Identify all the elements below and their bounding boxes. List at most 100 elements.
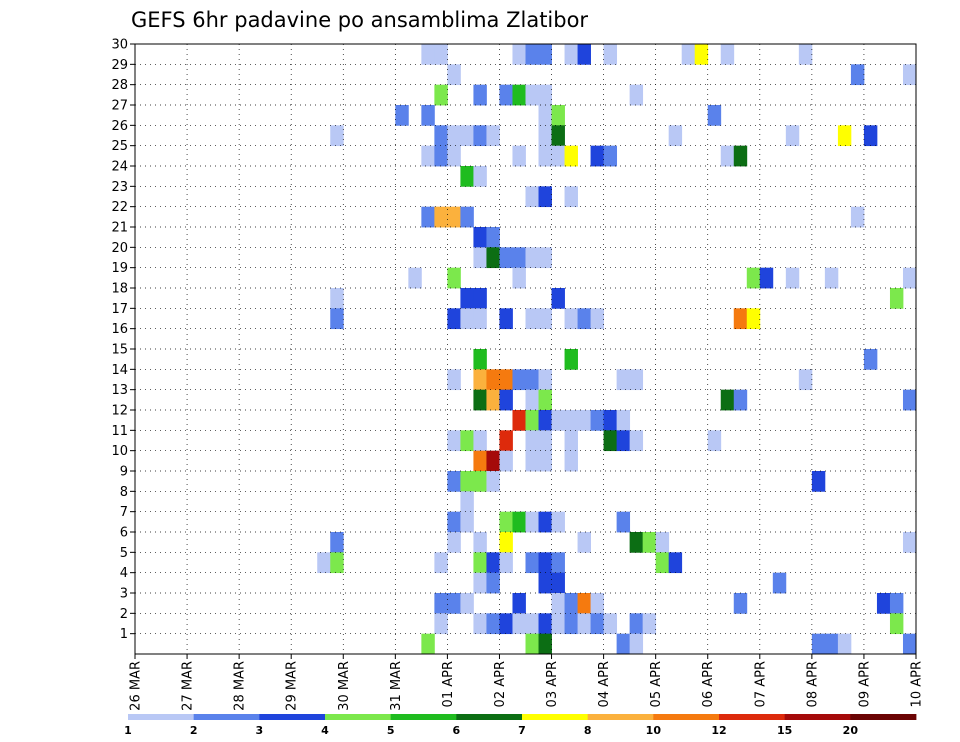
ensemble-cell: [486, 471, 500, 492]
ensemble-cell: [447, 267, 461, 289]
y-tick-label: 30: [111, 38, 128, 53]
ensemble-cell: [538, 450, 552, 472]
ensemble-cell: [473, 572, 487, 594]
ensemble-cell: [577, 613, 591, 635]
ensemble-cell: [629, 613, 644, 635]
y-tick-label: 3: [120, 587, 128, 602]
ensemble-cell: [629, 532, 644, 553]
ensemble-cell: [564, 145, 578, 167]
ensemble-cell: [460, 430, 474, 452]
ensemble-cell: [395, 105, 409, 126]
ensemble-cell: [733, 389, 748, 411]
ensemble-cell: [538, 511, 552, 533]
ensemble-cell: [525, 633, 539, 655]
ensemble-cell: [447, 369, 461, 391]
ensemble-cell: [473, 166, 487, 187]
ensemble-cell: [499, 389, 513, 411]
ensemble-cell: [655, 552, 670, 574]
ensemble-cell: [330, 125, 344, 147]
colorbar-tick-label: 7: [518, 724, 526, 737]
ensemble-cell: [434, 44, 448, 65]
ensemble-cell: [486, 572, 500, 594]
ensemble-cell: [317, 552, 331, 574]
y-tick-label: 9: [120, 465, 128, 480]
ensemble-cell: [798, 369, 813, 391]
ensemble-cell: [577, 593, 591, 614]
x-tick-label: 26 MAR: [129, 661, 144, 711]
ensemble-cell: [447, 471, 461, 492]
y-tick-label: 27: [111, 99, 128, 114]
y-tick-label: 15: [111, 343, 128, 358]
y-tick-label: 12: [111, 404, 128, 419]
ensemble-cell: [499, 369, 513, 391]
colorbar-swatch: [390, 714, 457, 720]
ensemble-cell: [564, 430, 578, 452]
colorbar-swatch: [784, 714, 851, 720]
ensemble-cell: [512, 613, 526, 635]
ensemble-cell: [837, 633, 852, 655]
x-tick-label: 29 MAR: [285, 661, 300, 711]
ensemble-cell: [486, 613, 500, 635]
y-tick-label: 29: [111, 58, 128, 73]
ensemble-cell: [512, 511, 526, 533]
ensemble-cell: [473, 125, 487, 147]
ensemble-cell: [460, 593, 474, 614]
ensemble-cell: [486, 552, 500, 574]
ensemble-cell: [538, 552, 552, 574]
ensemble-cell: [525, 308, 539, 330]
ensemble-cell: [447, 511, 461, 533]
ensemble-cell: [876, 593, 891, 614]
ensemble-cell: [746, 267, 761, 289]
ensemble-cell: [330, 308, 344, 330]
ensemble-cell: [785, 125, 800, 147]
ensemble-cell: [603, 44, 618, 65]
ensemble-cell: [603, 613, 618, 635]
ensemble-cell: [824, 633, 839, 655]
ensemble-cell: [590, 410, 604, 431]
ensemble-cell: [538, 369, 552, 391]
y-tick-label: 16: [111, 322, 128, 337]
ensemble-cell: [525, 430, 539, 452]
ensemble-cell: [590, 613, 604, 635]
ensemble-cell: [473, 613, 487, 635]
ensemble-cell: [434, 593, 448, 614]
y-tick-label: 21: [111, 221, 128, 236]
ensemble-cell: [525, 511, 539, 533]
chart-title: GEFS 6hr padavine po ansamblima Zlatibor: [131, 8, 588, 32]
ensemble-cell: [460, 206, 474, 228]
ensemble-cell: [473, 247, 487, 269]
ensemble-cell: [473, 552, 487, 574]
y-tick-label: 11: [111, 424, 128, 439]
ensemble-cell: [473, 308, 487, 330]
ensemble-cell: [486, 450, 500, 472]
ensemble-cell: [564, 308, 578, 330]
ensemble-cell: [499, 450, 513, 472]
ensemble-cell: [473, 430, 487, 452]
ensemble-cell: [694, 44, 709, 65]
ensemble-cell: [577, 532, 591, 553]
ensemble-cell: [512, 247, 526, 269]
ensemble-cell: [616, 430, 631, 452]
ensemble-cell: [850, 64, 865, 86]
x-tick-label: 28 MAR: [233, 661, 248, 711]
grid-lines: [135, 44, 916, 654]
ensemble-cell: [525, 389, 539, 411]
y-tick-label: 22: [111, 200, 128, 215]
ensemble-cell: [421, 44, 435, 65]
ensemble-cell: [889, 593, 904, 614]
colorbar-tick-label: 3: [256, 724, 264, 737]
ensemble-cell: [902, 267, 917, 289]
colorbar-swatch: [522, 714, 589, 720]
ensemble-cell: [551, 288, 565, 309]
ensemble-cell: [434, 125, 448, 147]
ensemble-cell: [499, 247, 513, 269]
ensemble-cell: [551, 572, 565, 594]
ensemble-cell: [629, 430, 644, 452]
x-tick-label: 09 APR: [857, 661, 872, 707]
ensemble-cell: [538, 44, 552, 65]
ensemble-cell: [460, 308, 474, 330]
y-tick-label: 1: [120, 627, 128, 642]
y-tick-label: 23: [111, 180, 128, 195]
ensemble-cell: [447, 532, 461, 553]
ensemble-cell: [577, 308, 591, 330]
